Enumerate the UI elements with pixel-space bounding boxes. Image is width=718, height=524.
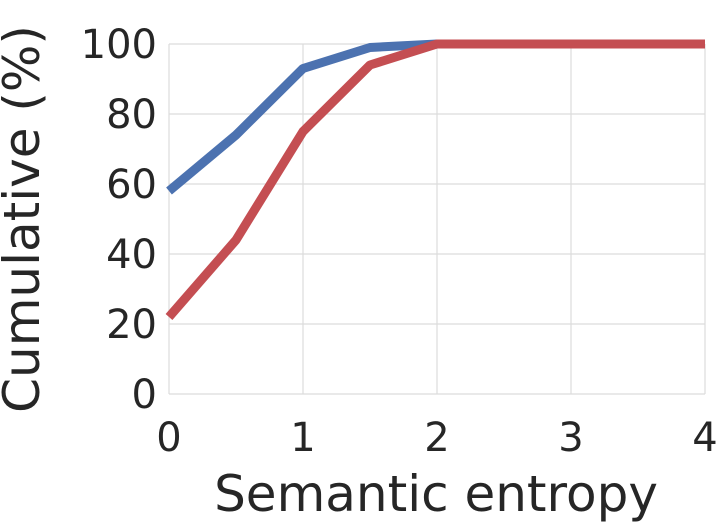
- x-axis-label: Semantic entropy: [214, 465, 658, 523]
- y-tick-label: 100: [81, 22, 157, 68]
- x-tick-label: 3: [558, 415, 583, 461]
- x-tick-label: 1: [290, 415, 315, 461]
- y-tick-label: 40: [106, 232, 157, 278]
- x-tick-label: 2: [424, 415, 449, 461]
- y-tick-label: 0: [132, 372, 157, 418]
- grid: [168, 43, 706, 395]
- y-tick-label: 60: [106, 162, 157, 208]
- y-tick-label: 80: [106, 92, 157, 138]
- series-line-2: [165, 39, 705, 320]
- y-axis-label: Cumulative (%): [0, 25, 51, 413]
- x-tick-label: 4: [692, 415, 717, 461]
- y-tick-label: 20: [106, 302, 157, 348]
- x-tick-label: 0: [156, 415, 181, 461]
- series-layer: [165, 39, 705, 320]
